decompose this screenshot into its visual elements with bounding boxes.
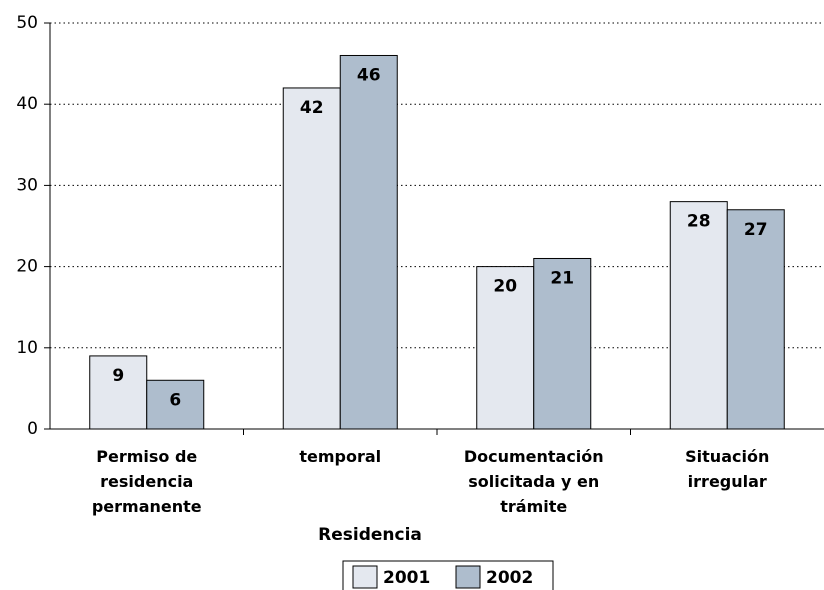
bar xyxy=(726,209,785,430)
value-label: 27 xyxy=(744,220,768,240)
y-tick-label: 0 xyxy=(27,419,38,439)
bar xyxy=(476,266,535,430)
value-label: 20 xyxy=(493,277,517,297)
bar xyxy=(282,87,341,430)
value-label: 9 xyxy=(112,366,124,386)
x-tick-label: Situación irregular xyxy=(685,447,770,491)
x-tick-label: Permiso de residencia permanente xyxy=(91,447,202,516)
legend-swatch xyxy=(455,565,481,589)
value-label: 28 xyxy=(687,212,711,232)
x-axis-label: Residencia xyxy=(318,525,422,545)
value-label: 6 xyxy=(169,390,181,410)
legend-label: 2002 xyxy=(486,568,533,588)
y-tick-label: 50 xyxy=(16,13,38,33)
legend-swatch xyxy=(352,565,378,589)
value-label: 21 xyxy=(550,268,574,288)
value-label: 46 xyxy=(357,65,381,85)
x-tick-label: temporal xyxy=(299,447,382,466)
y-tick-label: 40 xyxy=(16,94,38,114)
y-tick-label: 20 xyxy=(16,257,38,277)
y-tick-label: 30 xyxy=(16,175,38,195)
bar xyxy=(669,201,728,430)
bar xyxy=(533,257,592,430)
legend-box xyxy=(342,560,554,590)
x-tick-label: Documentación solicitada y en trámite xyxy=(463,447,604,516)
value-label: 42 xyxy=(300,98,324,118)
y-tick-label: 10 xyxy=(16,338,38,358)
legend-label: 2001 xyxy=(383,568,430,588)
bar xyxy=(146,379,205,430)
bar xyxy=(89,355,148,430)
bar xyxy=(339,54,398,430)
